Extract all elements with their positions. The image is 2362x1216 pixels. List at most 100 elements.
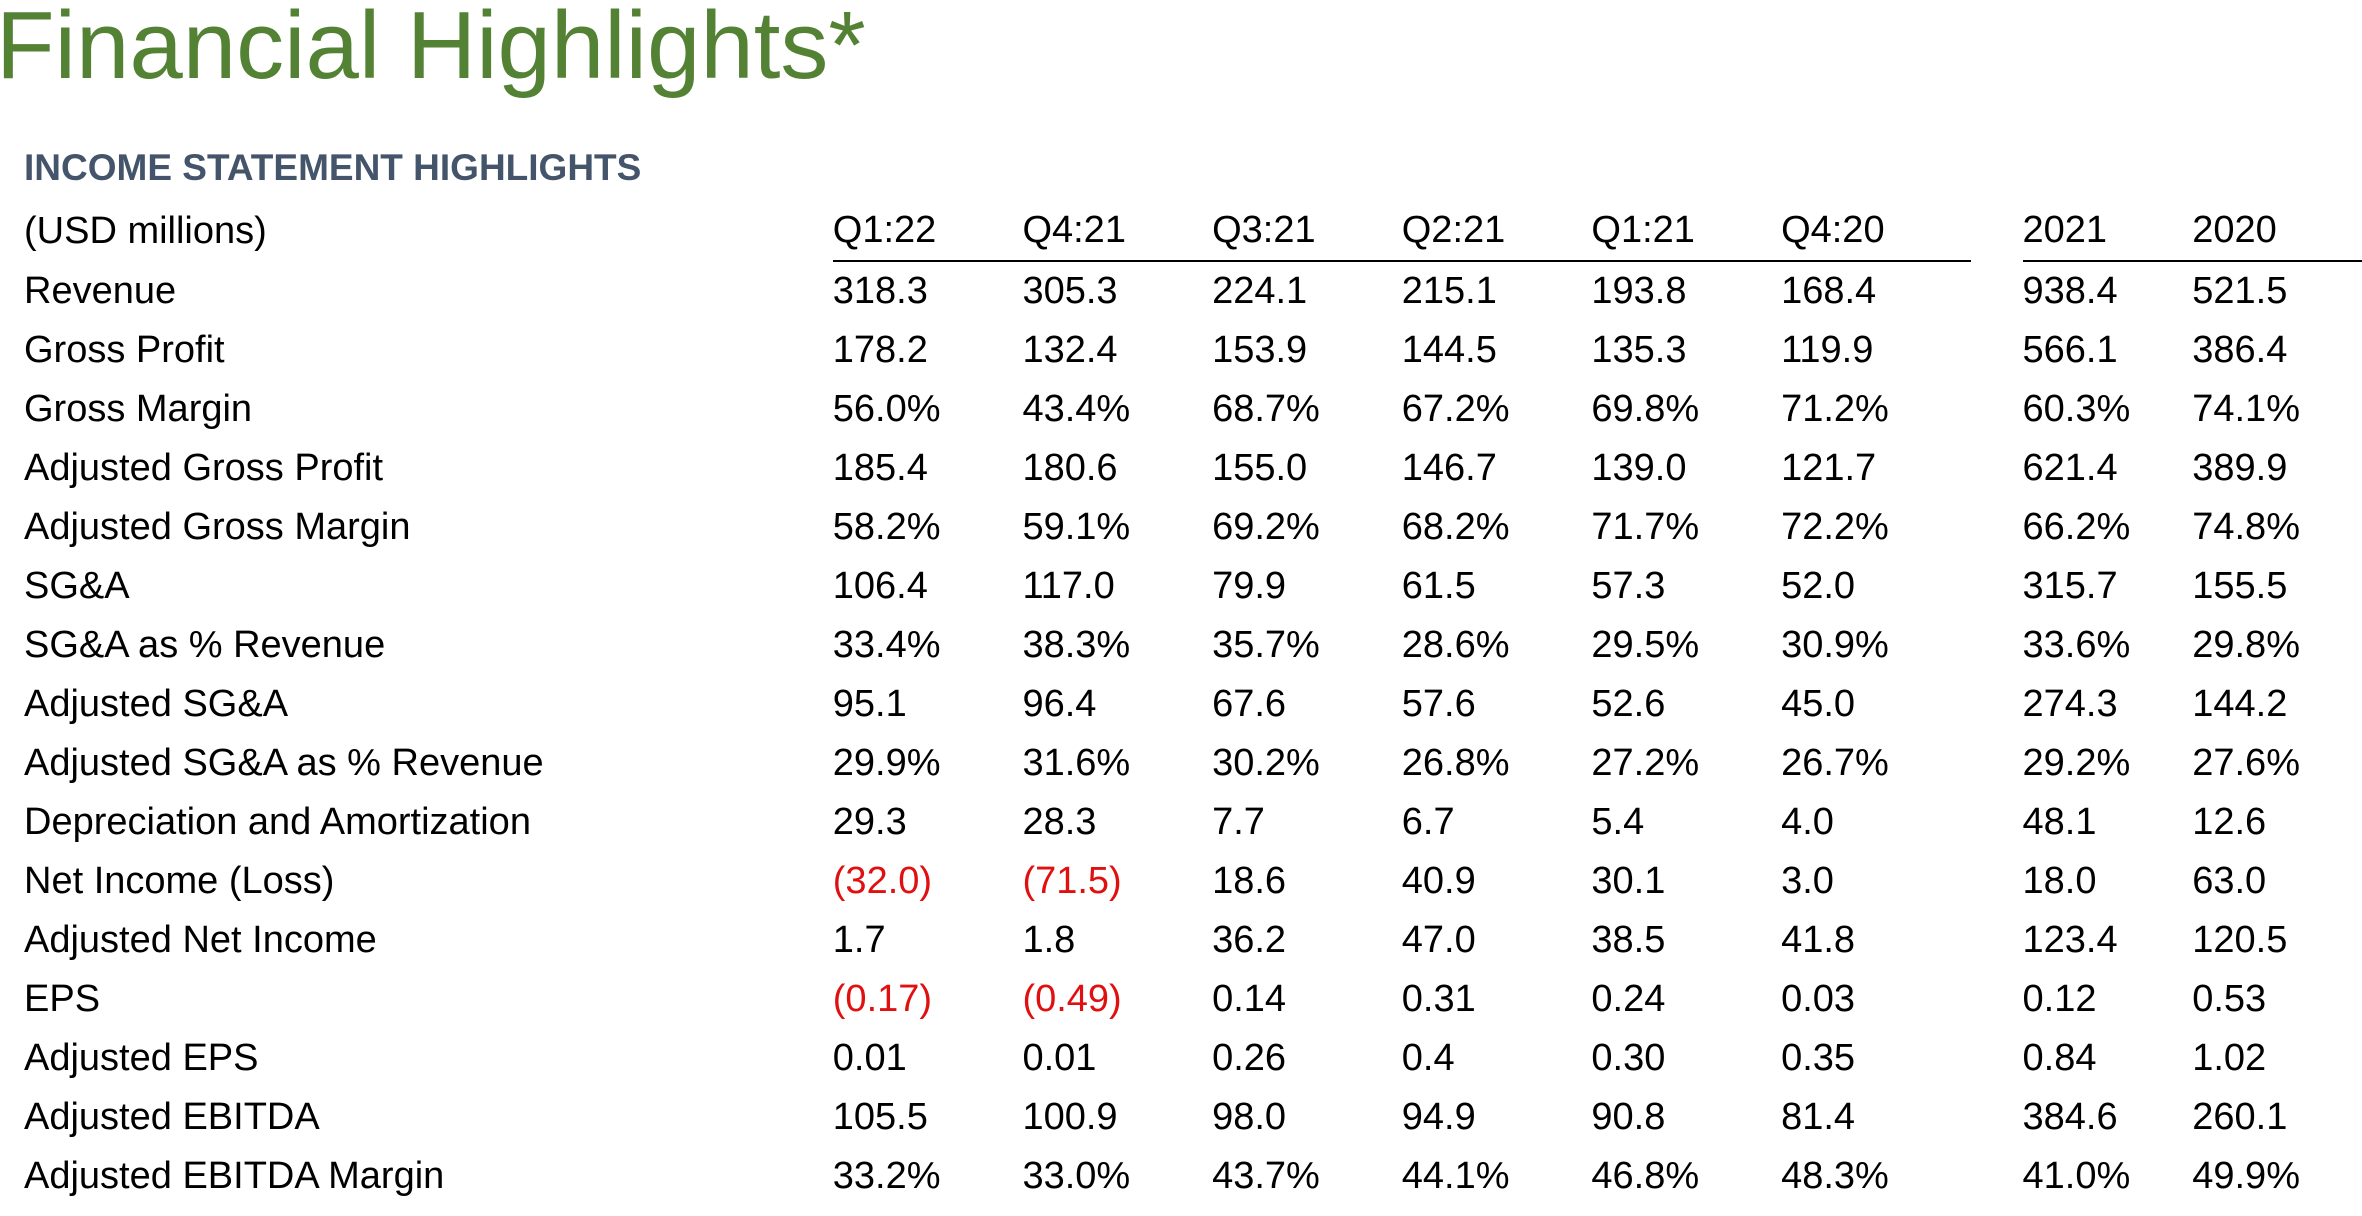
quarter-value-cell: (71.5) bbox=[1022, 860, 1122, 902]
quarter-value-cell: 52.6 bbox=[1591, 683, 1666, 725]
year-value-cell: 621.4 bbox=[2022, 447, 2118, 489]
year-value-cell: 521.5 bbox=[2192, 270, 2288, 312]
year-value-cell: 66.2% bbox=[2022, 506, 2131, 548]
row-label: Adjusted EPS bbox=[24, 1037, 259, 1079]
quarter-value-cell: 46.8% bbox=[1591, 1155, 1700, 1197]
year-value-cell: 123.4 bbox=[2022, 919, 2118, 961]
quarter-value-cell: 30.1 bbox=[1591, 860, 1666, 902]
quarter-value-cell: 72.2% bbox=[1781, 506, 1889, 548]
column-header-year: 2021 bbox=[2022, 201, 2193, 262]
year-value-cell: 60.3% bbox=[2022, 388, 2131, 430]
quarter-value-cell: 33.0% bbox=[1022, 1155, 1131, 1197]
quarter-value-cell: 95.1 bbox=[832, 683, 907, 725]
quarter-value-cell: 1.7 bbox=[832, 919, 886, 961]
quarter-value-cell: 153.9 bbox=[1212, 329, 1308, 371]
year-value-cell: 63.0 bbox=[2192, 860, 2267, 902]
year-value-cell: 12.6 bbox=[2192, 801, 2267, 843]
table-row: Adjusted EBITDA Margin 33.2% 33.0% 43.7% 44.… bbox=[24, 1147, 2362, 1206]
quarter-value-cell: 57.3 bbox=[1591, 565, 1666, 607]
row-label: Adjusted EBITDA bbox=[24, 1096, 320, 1138]
table-row: Gross Profit 178.2 132.4 153.9 144.5 135.3 119… bbox=[24, 321, 2362, 380]
year-value-cell: 29.8% bbox=[2192, 624, 2300, 666]
quarter-value-cell: 67.6 bbox=[1212, 683, 1287, 725]
year-value-cell: 33.6% bbox=[2022, 624, 2131, 666]
quarter-value-cell: 0.01 bbox=[832, 1037, 907, 1079]
year-value-cell: 49.9% bbox=[2192, 1155, 2300, 1197]
column-spacer bbox=[1971, 970, 2023, 1029]
quarter-value-cell: 121.7 bbox=[1781, 447, 1877, 489]
table-row: Adjusted SG&A as % Revenue 29.9% 31.6% 30.2… bbox=[24, 734, 2362, 793]
quarter-value-cell: 119.9 bbox=[1781, 329, 1874, 371]
quarter-value-cell: 144.5 bbox=[1401, 329, 1497, 371]
quarter-value-cell: 106.4 bbox=[832, 565, 928, 607]
year-value-cell: 155.5 bbox=[2192, 565, 2288, 607]
column-spacer bbox=[1971, 734, 2023, 793]
table-header-row: (USD millions) Q1:22 Q4:21 Q3:21 Q2:21 Q… bbox=[24, 201, 2362, 262]
quarter-value-cell: 215.1 bbox=[1401, 270, 1497, 312]
quarter-value-cell: 18.6 bbox=[1212, 860, 1287, 902]
column-header-quarter: Q1:22 bbox=[832, 201, 1023, 262]
column-spacer bbox=[1971, 380, 2023, 439]
quarter-value-cell: 79.9 bbox=[1212, 565, 1287, 607]
column-spacer bbox=[1971, 439, 2023, 498]
quarter-value-cell: 71.7% bbox=[1591, 506, 1700, 548]
year-value-cell: 0.84 bbox=[2022, 1037, 2097, 1079]
quarter-value-cell: 0.35 bbox=[1781, 1037, 1856, 1079]
row-label: Adjusted Gross Margin bbox=[24, 506, 411, 548]
quarter-value-cell: 26.7% bbox=[1781, 742, 1889, 784]
year-value-cell: 938.4 bbox=[2022, 270, 2118, 312]
year-value-cell: 0.12 bbox=[2022, 978, 2097, 1020]
row-label: EPS bbox=[24, 978, 101, 1020]
quarter-value-cell: 139.0 bbox=[1591, 447, 1687, 489]
table-row: Adjusted Net Income 1.7 1.8 36.2 47.0 38.5 41.… bbox=[24, 911, 2362, 970]
quarter-value-cell: 29.3 bbox=[832, 801, 907, 843]
year-value-cell: 120.5 bbox=[2192, 919, 2288, 961]
quarter-value-cell: 57.6 bbox=[1401, 683, 1476, 725]
year-value-cell: 0.53 bbox=[2192, 978, 2267, 1020]
quarter-value-cell: 180.6 bbox=[1022, 447, 1118, 489]
quarter-value-cell: 69.2% bbox=[1212, 506, 1320, 548]
quarter-value-cell: 43.7% bbox=[1212, 1155, 1320, 1197]
quarter-value-cell: 0.24 bbox=[1591, 978, 1666, 1020]
year-value-cell: 260.1 bbox=[2192, 1096, 2288, 1138]
quarter-value-cell: 35.7% bbox=[1212, 624, 1320, 666]
quarter-value-cell: 44.1% bbox=[1401, 1155, 1510, 1197]
quarter-value-cell: 38.5 bbox=[1591, 919, 1666, 961]
quarter-value-cell: 29.9% bbox=[832, 742, 941, 784]
column-header-quarter: Q1:21 bbox=[1591, 201, 1782, 262]
quarter-value-cell: 48.3% bbox=[1781, 1155, 1889, 1197]
column-spacer bbox=[1971, 498, 2023, 557]
year-value-cell: 18.0 bbox=[2022, 860, 2097, 902]
row-label: Gross Margin bbox=[24, 388, 253, 430]
quarter-value-cell: 33.2% bbox=[832, 1155, 941, 1197]
quarter-value-cell: 105.5 bbox=[832, 1096, 928, 1138]
column-spacer bbox=[1971, 557, 2023, 616]
row-label: Depreciation and Amortization bbox=[24, 801, 531, 843]
quarter-value-cell: 90.8 bbox=[1591, 1096, 1666, 1138]
quarter-value-cell: 1.8 bbox=[1022, 919, 1076, 961]
column-header-quarter: Q4:21 bbox=[1022, 201, 1213, 262]
year-value-cell: 29.2% bbox=[2022, 742, 2131, 784]
column-spacer bbox=[1971, 1088, 2023, 1147]
table-row: Adjusted Gross Margin 58.2% 59.1% 69.2% 68.2… bbox=[24, 498, 2362, 557]
row-label: Adjusted Gross Profit bbox=[24, 447, 384, 489]
quarter-value-cell: 0.03 bbox=[1781, 978, 1856, 1020]
column-header-year: 2020 bbox=[2192, 201, 2362, 262]
quarter-value-cell: 0.4 bbox=[1401, 1037, 1455, 1079]
quarter-value-cell: 69.8% bbox=[1591, 388, 1700, 430]
column-spacer bbox=[1971, 911, 2023, 970]
quarter-value-cell: 28.3 bbox=[1022, 801, 1097, 843]
quarter-value-cell: 224.1 bbox=[1212, 270, 1308, 312]
quarter-value-cell: 41.8 bbox=[1781, 919, 1856, 961]
quarter-value-cell: (32.0) bbox=[832, 860, 933, 902]
quarter-value-cell: 98.0 bbox=[1212, 1096, 1287, 1138]
quarter-value-cell: 318.3 bbox=[832, 270, 928, 312]
row-label: Adjusted EBITDA Margin bbox=[24, 1155, 445, 1197]
year-value-cell: 144.2 bbox=[2192, 683, 2288, 725]
quarter-value-cell: 36.2 bbox=[1212, 919, 1287, 961]
unit-label: (USD millions) bbox=[24, 209, 267, 252]
column-spacer bbox=[1971, 321, 2023, 380]
quarter-value-cell: 71.2% bbox=[1781, 388, 1889, 430]
quarter-value-cell: 30.9% bbox=[1781, 624, 1889, 666]
column-spacer bbox=[1971, 793, 2023, 852]
